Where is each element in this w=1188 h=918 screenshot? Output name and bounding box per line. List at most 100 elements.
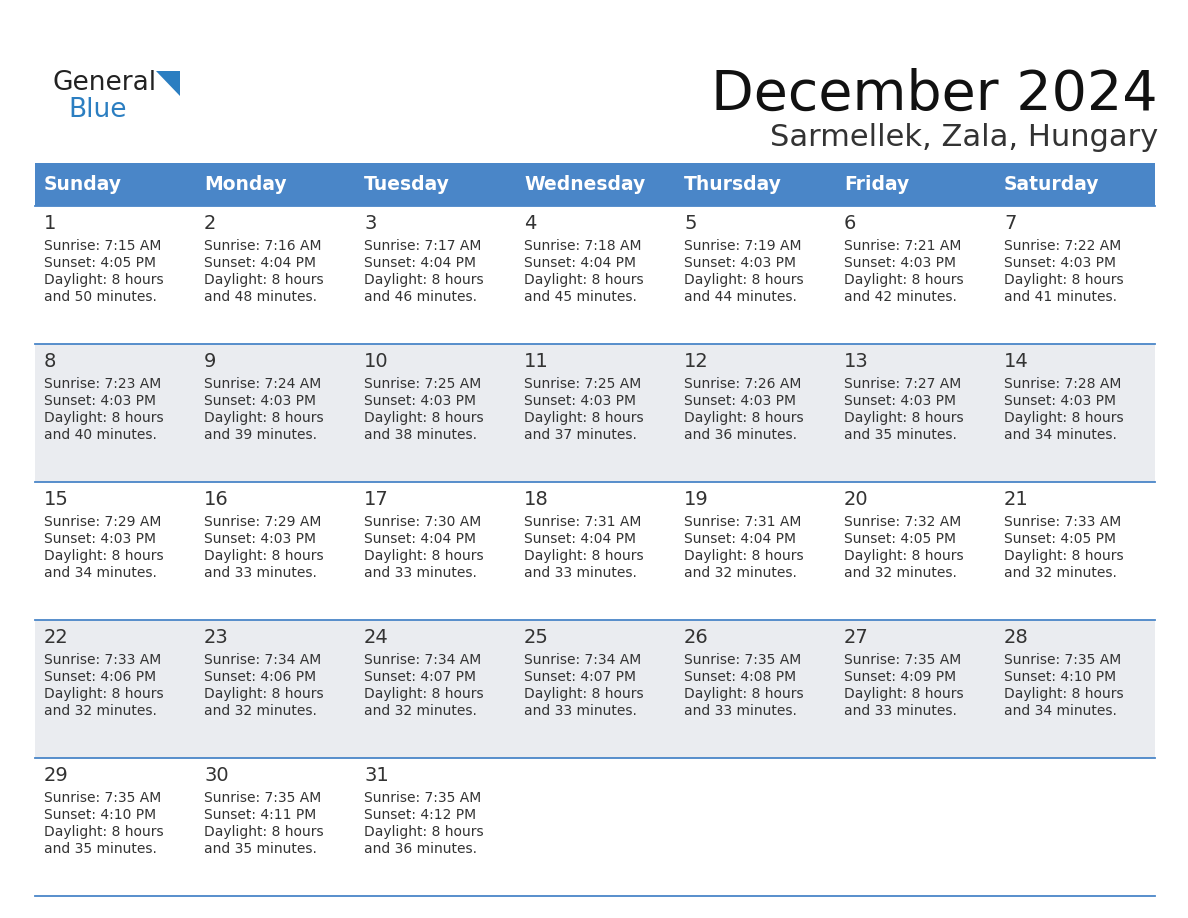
Text: Daylight: 8 hours: Daylight: 8 hours <box>204 273 323 287</box>
Text: Sunset: 4:04 PM: Sunset: 4:04 PM <box>524 256 636 270</box>
Text: Sunrise: 7:29 AM: Sunrise: 7:29 AM <box>44 515 162 529</box>
Text: and 37 minutes.: and 37 minutes. <box>524 428 637 442</box>
Text: Sunset: 4:05 PM: Sunset: 4:05 PM <box>1004 532 1116 546</box>
Text: Sunset: 4:04 PM: Sunset: 4:04 PM <box>364 532 476 546</box>
Text: Sunset: 4:06 PM: Sunset: 4:06 PM <box>204 670 316 684</box>
Text: Sunrise: 7:15 AM: Sunrise: 7:15 AM <box>44 239 162 253</box>
Text: Daylight: 8 hours: Daylight: 8 hours <box>364 825 484 839</box>
Text: Daylight: 8 hours: Daylight: 8 hours <box>684 687 803 701</box>
Text: Daylight: 8 hours: Daylight: 8 hours <box>44 549 164 563</box>
Text: Sunrise: 7:32 AM: Sunrise: 7:32 AM <box>843 515 961 529</box>
Text: Sunset: 4:03 PM: Sunset: 4:03 PM <box>1004 256 1116 270</box>
Text: Sunset: 4:05 PM: Sunset: 4:05 PM <box>44 256 156 270</box>
Text: Sunrise: 7:35 AM: Sunrise: 7:35 AM <box>1004 653 1121 667</box>
Text: Sunrise: 7:35 AM: Sunrise: 7:35 AM <box>684 653 801 667</box>
Text: Saturday: Saturday <box>1004 175 1100 194</box>
Bar <box>34 758 1155 896</box>
Text: Sunrise: 7:33 AM: Sunrise: 7:33 AM <box>44 653 162 667</box>
Text: and 50 minutes.: and 50 minutes. <box>44 290 157 304</box>
Text: Daylight: 8 hours: Daylight: 8 hours <box>1004 687 1124 701</box>
Text: Sunrise: 7:31 AM: Sunrise: 7:31 AM <box>524 515 642 529</box>
Text: Daylight: 8 hours: Daylight: 8 hours <box>44 411 164 425</box>
Text: Sunset: 4:12 PM: Sunset: 4:12 PM <box>364 808 476 822</box>
Text: 10: 10 <box>364 352 388 371</box>
Text: 7: 7 <box>1004 214 1017 233</box>
Text: and 39 minutes.: and 39 minutes. <box>204 428 317 442</box>
Text: and 32 minutes.: and 32 minutes. <box>364 704 476 718</box>
Text: 23: 23 <box>204 628 229 647</box>
Text: 19: 19 <box>684 490 709 509</box>
Text: Sunset: 4:04 PM: Sunset: 4:04 PM <box>684 532 796 546</box>
Text: Wednesday: Wednesday <box>524 175 645 194</box>
Text: and 35 minutes.: and 35 minutes. <box>843 428 956 442</box>
Text: Sunset: 4:10 PM: Sunset: 4:10 PM <box>1004 670 1116 684</box>
Text: 17: 17 <box>364 490 388 509</box>
Text: and 33 minutes.: and 33 minutes. <box>364 566 476 580</box>
Text: Sunrise: 7:34 AM: Sunrise: 7:34 AM <box>364 653 481 667</box>
Text: Sunset: 4:08 PM: Sunset: 4:08 PM <box>684 670 796 684</box>
Text: and 32 minutes.: and 32 minutes. <box>204 704 317 718</box>
Text: 28: 28 <box>1004 628 1029 647</box>
Text: Daylight: 8 hours: Daylight: 8 hours <box>364 687 484 701</box>
Text: Sunset: 4:03 PM: Sunset: 4:03 PM <box>524 394 636 408</box>
Text: Daylight: 8 hours: Daylight: 8 hours <box>204 411 323 425</box>
Text: Sunrise: 7:27 AM: Sunrise: 7:27 AM <box>843 377 961 391</box>
Text: Sunset: 4:04 PM: Sunset: 4:04 PM <box>204 256 316 270</box>
Text: Sunset: 4:03 PM: Sunset: 4:03 PM <box>684 256 796 270</box>
Text: 24: 24 <box>364 628 388 647</box>
Text: Sunset: 4:06 PM: Sunset: 4:06 PM <box>44 670 156 684</box>
Text: Sunset: 4:03 PM: Sunset: 4:03 PM <box>204 532 316 546</box>
Text: Sunrise: 7:16 AM: Sunrise: 7:16 AM <box>204 239 322 253</box>
Text: Daylight: 8 hours: Daylight: 8 hours <box>684 549 803 563</box>
Text: and 36 minutes.: and 36 minutes. <box>684 428 797 442</box>
Text: Daylight: 8 hours: Daylight: 8 hours <box>843 411 963 425</box>
Text: 3: 3 <box>364 214 377 233</box>
Text: Sunrise: 7:35 AM: Sunrise: 7:35 AM <box>843 653 961 667</box>
Text: Sunrise: 7:34 AM: Sunrise: 7:34 AM <box>524 653 642 667</box>
Text: 25: 25 <box>524 628 549 647</box>
Text: and 44 minutes.: and 44 minutes. <box>684 290 797 304</box>
Text: Sunset: 4:07 PM: Sunset: 4:07 PM <box>524 670 636 684</box>
Text: Daylight: 8 hours: Daylight: 8 hours <box>843 549 963 563</box>
Text: Sunrise: 7:25 AM: Sunrise: 7:25 AM <box>524 377 642 391</box>
Text: Sunrise: 7:18 AM: Sunrise: 7:18 AM <box>524 239 642 253</box>
Text: Sunset: 4:10 PM: Sunset: 4:10 PM <box>44 808 156 822</box>
Text: Monday: Monday <box>204 175 286 194</box>
Text: and 32 minutes.: and 32 minutes. <box>1004 566 1117 580</box>
Text: and 45 minutes.: and 45 minutes. <box>524 290 637 304</box>
Text: Sunrise: 7:24 AM: Sunrise: 7:24 AM <box>204 377 321 391</box>
Text: Blue: Blue <box>68 97 126 123</box>
Text: and 33 minutes.: and 33 minutes. <box>684 704 797 718</box>
Text: and 46 minutes.: and 46 minutes. <box>364 290 478 304</box>
Text: 6: 6 <box>843 214 857 233</box>
Text: 1: 1 <box>44 214 56 233</box>
Text: Daylight: 8 hours: Daylight: 8 hours <box>843 687 963 701</box>
Text: 30: 30 <box>204 766 228 785</box>
Bar <box>34 620 1155 758</box>
Text: and 40 minutes.: and 40 minutes. <box>44 428 157 442</box>
Text: Daylight: 8 hours: Daylight: 8 hours <box>204 549 323 563</box>
Text: Sarmellek, Zala, Hungary: Sarmellek, Zala, Hungary <box>770 123 1158 152</box>
Text: Sunset: 4:03 PM: Sunset: 4:03 PM <box>843 256 956 270</box>
Text: Daylight: 8 hours: Daylight: 8 hours <box>684 273 803 287</box>
Text: Daylight: 8 hours: Daylight: 8 hours <box>1004 411 1124 425</box>
Text: Sunrise: 7:26 AM: Sunrise: 7:26 AM <box>684 377 802 391</box>
Text: Friday: Friday <box>843 175 909 194</box>
Text: 31: 31 <box>364 766 388 785</box>
Text: and 32 minutes.: and 32 minutes. <box>843 566 956 580</box>
Text: and 33 minutes.: and 33 minutes. <box>204 566 317 580</box>
Text: Daylight: 8 hours: Daylight: 8 hours <box>44 825 164 839</box>
Text: Sunrise: 7:23 AM: Sunrise: 7:23 AM <box>44 377 162 391</box>
Text: Sunrise: 7:17 AM: Sunrise: 7:17 AM <box>364 239 481 253</box>
Text: Sunrise: 7:35 AM: Sunrise: 7:35 AM <box>204 791 321 805</box>
Text: Sunrise: 7:35 AM: Sunrise: 7:35 AM <box>44 791 162 805</box>
Text: Sunrise: 7:29 AM: Sunrise: 7:29 AM <box>204 515 322 529</box>
Text: Sunday: Sunday <box>44 175 122 194</box>
Text: and 48 minutes.: and 48 minutes. <box>204 290 317 304</box>
Text: and 36 minutes.: and 36 minutes. <box>364 842 478 856</box>
Text: General: General <box>52 70 156 96</box>
Text: 8: 8 <box>44 352 56 371</box>
Text: Sunrise: 7:31 AM: Sunrise: 7:31 AM <box>684 515 802 529</box>
Text: 22: 22 <box>44 628 69 647</box>
Text: Sunrise: 7:22 AM: Sunrise: 7:22 AM <box>1004 239 1121 253</box>
